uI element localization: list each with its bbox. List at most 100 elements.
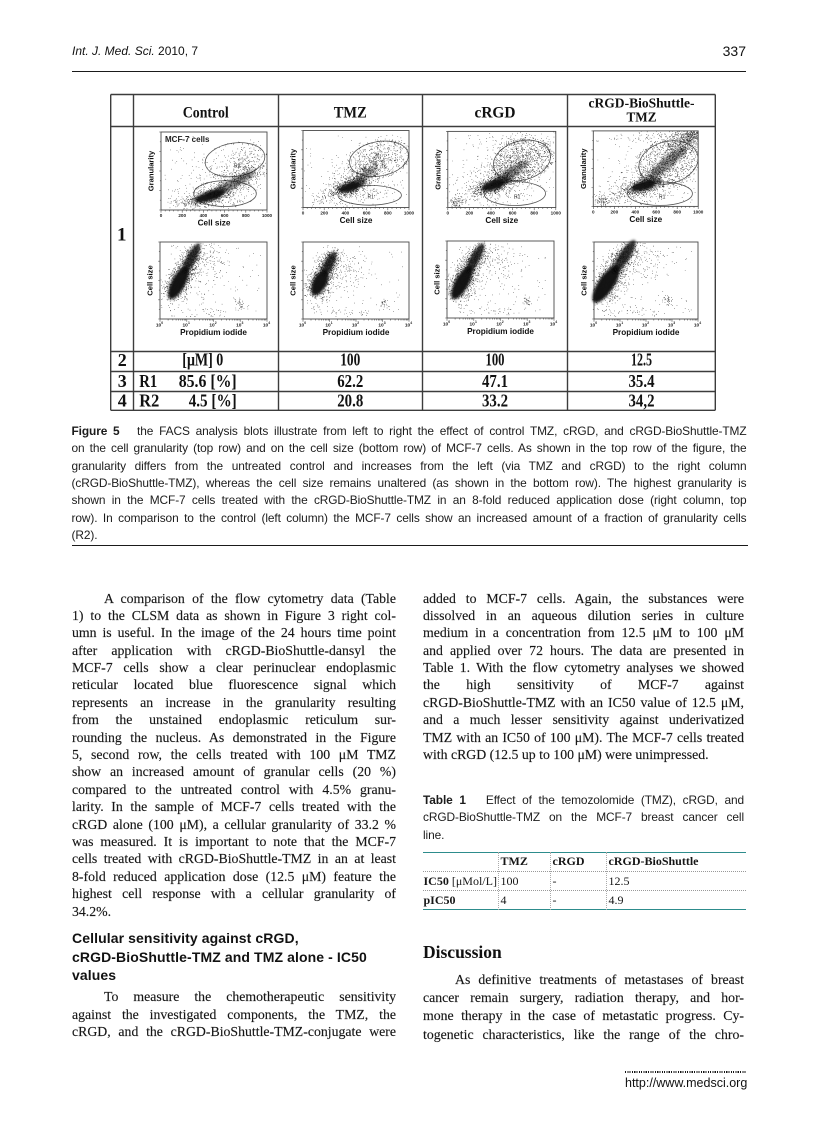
svg-text:cRGD-BioShuttle-: cRGD-BioShuttle- — [589, 96, 695, 111]
svg-text:10: 10 — [156, 323, 162, 329]
svg-text:800: 800 — [530, 211, 538, 216]
svg-text:Cell size: Cell size — [485, 216, 518, 225]
svg-text:47.1: 47.1 — [482, 371, 508, 391]
svg-text:10: 10 — [236, 323, 242, 329]
svg-text:10: 10 — [694, 323, 700, 329]
svg-text:10: 10 — [443, 322, 449, 328]
svg-text:1: 1 — [188, 321, 190, 325]
svg-text:0: 0 — [304, 321, 306, 325]
svg-text:cRGD: cRGD — [475, 104, 516, 121]
svg-text:10: 10 — [550, 322, 556, 328]
svg-text:800: 800 — [242, 213, 250, 218]
svg-text:1000: 1000 — [693, 210, 704, 215]
svg-text:10: 10 — [496, 322, 502, 328]
svg-text:10: 10 — [668, 323, 674, 329]
svg-text:33.2: 33.2 — [482, 390, 508, 410]
svg-text:2: 2 — [215, 321, 217, 325]
svg-text:Cell size: Cell size — [433, 264, 442, 294]
svg-text:600: 600 — [652, 210, 660, 215]
svg-text:TMZ: TMZ — [627, 110, 657, 125]
svg-text:1: 1 — [117, 225, 127, 246]
svg-text:4: 4 — [118, 390, 127, 410]
svg-text:600: 600 — [363, 211, 371, 216]
svg-text:Cell size: Cell size — [198, 219, 231, 228]
svg-text:12.5: 12.5 — [631, 350, 652, 370]
svg-text:4: 4 — [699, 321, 701, 325]
svg-text:10: 10 — [470, 322, 476, 328]
svg-text:R1: R1 — [659, 195, 666, 201]
svg-text:3: 3 — [673, 321, 675, 325]
svg-text:4: 4 — [410, 321, 412, 325]
svg-text:1000: 1000 — [404, 211, 415, 216]
svg-text:800: 800 — [384, 211, 392, 216]
svg-text:Propidium iodide: Propidium iodide — [467, 327, 534, 336]
svg-text:R2: R2 — [234, 164, 241, 170]
svg-text:10: 10 — [263, 323, 269, 329]
svg-text:200: 200 — [178, 213, 186, 218]
svg-text:34,2: 34,2 — [629, 390, 655, 410]
svg-text:R1: R1 — [139, 371, 157, 391]
svg-text:10: 10 — [352, 323, 358, 329]
svg-text:10: 10 — [405, 323, 411, 329]
svg-text:10: 10 — [523, 322, 529, 328]
svg-text:R1: R1 — [514, 195, 521, 201]
svg-text:1: 1 — [621, 321, 623, 325]
svg-text:10: 10 — [209, 323, 215, 329]
svg-text:1: 1 — [331, 321, 333, 325]
svg-text:2: 2 — [647, 321, 649, 325]
svg-text:10: 10 — [590, 323, 596, 329]
svg-text:Propidium iodide: Propidium iodide — [180, 328, 247, 337]
svg-text:85.6 [%]: 85.6 [%] — [179, 371, 237, 391]
svg-text:Granularity: Granularity — [147, 150, 156, 191]
svg-text:Granularity: Granularity — [433, 148, 442, 189]
svg-text:200: 200 — [466, 211, 474, 216]
svg-text:400: 400 — [487, 211, 495, 216]
svg-text:R1: R1 — [368, 195, 375, 201]
svg-text:4.5 [%]: 4.5 [%] — [189, 390, 237, 410]
svg-text:400: 400 — [200, 213, 208, 218]
svg-text:3: 3 — [528, 320, 530, 324]
svg-text:3: 3 — [241, 321, 243, 325]
svg-text:200: 200 — [320, 211, 328, 216]
svg-text:400: 400 — [342, 211, 350, 216]
svg-text:3: 3 — [118, 371, 127, 391]
svg-text:0: 0 — [160, 213, 163, 218]
svg-text:4: 4 — [268, 321, 270, 325]
svg-text:10: 10 — [299, 323, 305, 329]
svg-text:Cell size: Cell size — [580, 265, 589, 295]
svg-text:100: 100 — [486, 350, 505, 370]
svg-text:0: 0 — [592, 210, 595, 215]
svg-text:800: 800 — [673, 210, 681, 215]
svg-text:0: 0 — [595, 321, 597, 325]
svg-text:1000: 1000 — [262, 213, 273, 218]
svg-text:0: 0 — [161, 321, 163, 325]
svg-text:Propidium iodide: Propidium iodide — [323, 328, 390, 337]
svg-text:Cell size: Cell size — [146, 265, 155, 295]
svg-text:10: 10 — [616, 323, 622, 329]
svg-text:[μM] 0: [μM] 0 — [182, 350, 223, 370]
svg-text:100: 100 — [340, 350, 360, 370]
svg-text:Control: Control — [183, 104, 229, 121]
svg-text:200: 200 — [610, 210, 618, 215]
svg-text:2: 2 — [502, 320, 504, 324]
svg-text:10: 10 — [325, 323, 331, 329]
svg-text:0: 0 — [448, 320, 450, 324]
svg-text:Granularity: Granularity — [289, 148, 298, 189]
svg-text:TMZ: TMZ — [334, 104, 367, 121]
svg-text:10: 10 — [642, 323, 648, 329]
svg-text:0: 0 — [447, 211, 450, 216]
svg-text:1000: 1000 — [551, 211, 562, 216]
svg-text:R2: R2 — [139, 390, 159, 410]
svg-text:20.8: 20.8 — [337, 390, 363, 410]
svg-text:62.2: 62.2 — [337, 371, 363, 391]
svg-text:4: 4 — [555, 320, 557, 324]
svg-text:Granularity: Granularity — [579, 148, 588, 189]
svg-text:3: 3 — [384, 321, 386, 325]
svg-text:Cell size: Cell size — [629, 215, 662, 224]
svg-text:Propidium iodide: Propidium iodide — [613, 328, 680, 337]
svg-text:600: 600 — [221, 213, 229, 218]
svg-text:10: 10 — [183, 323, 189, 329]
svg-text:MCF-7 cells: MCF-7 cells — [165, 135, 210, 144]
svg-text:0: 0 — [302, 211, 305, 216]
svg-text:2: 2 — [118, 350, 127, 370]
